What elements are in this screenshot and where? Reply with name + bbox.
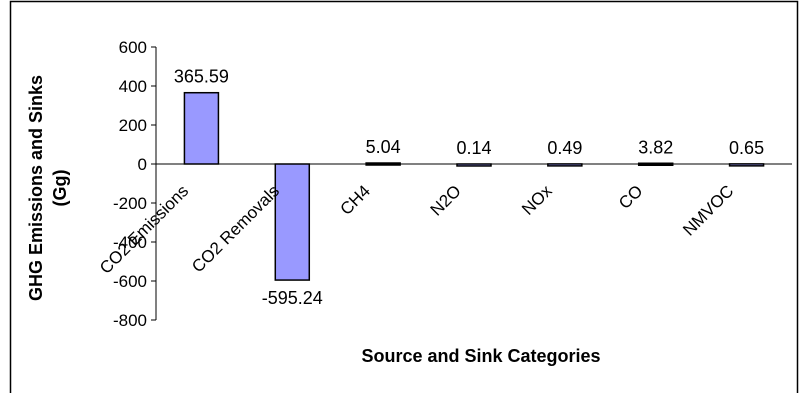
category-label: CO xyxy=(615,181,646,212)
bar xyxy=(274,163,311,281)
y-axis-ticks: 600 400 200 0 -200 -400 -600 -800 xyxy=(113,38,156,330)
data-label: 365.59 xyxy=(174,67,229,87)
x-axis-title: Source and Sink Categories xyxy=(361,346,600,366)
data-labels: 365.59 -595.24 5.04 0.14 0.49 3.82 0.65 xyxy=(174,67,764,308)
y-tick-label: 400 xyxy=(119,77,147,96)
category-label: NOx xyxy=(518,181,556,219)
data-label: 5.04 xyxy=(366,137,401,157)
bar xyxy=(183,91,220,165)
data-label: -595.24 xyxy=(262,288,323,308)
y-tick-label: 600 xyxy=(119,38,147,57)
category-label: CO2 Removals xyxy=(188,181,283,276)
category-label: NMVOC xyxy=(679,181,737,239)
chart-border xyxy=(9,0,799,393)
data-label: 0.14 xyxy=(456,138,491,158)
y-tick-label: 200 xyxy=(119,116,147,135)
data-label: 0.65 xyxy=(729,138,764,158)
y-tick-label: -400 xyxy=(113,233,147,252)
category-label: CH4 xyxy=(336,181,373,218)
y-axis-title-line1: GHG Emissions and Sinks xyxy=(26,75,46,301)
y-axis-title-line2: (Gg) xyxy=(50,170,70,207)
data-label: 0.49 xyxy=(547,138,582,158)
data-label: 3.82 xyxy=(638,137,673,157)
category-label: N2O xyxy=(427,181,465,219)
y-tick-label: -600 xyxy=(113,272,147,291)
y-tick-label: -800 xyxy=(113,311,147,330)
y-tick-label: 0 xyxy=(138,155,147,174)
y-tick-label: -200 xyxy=(113,194,147,213)
